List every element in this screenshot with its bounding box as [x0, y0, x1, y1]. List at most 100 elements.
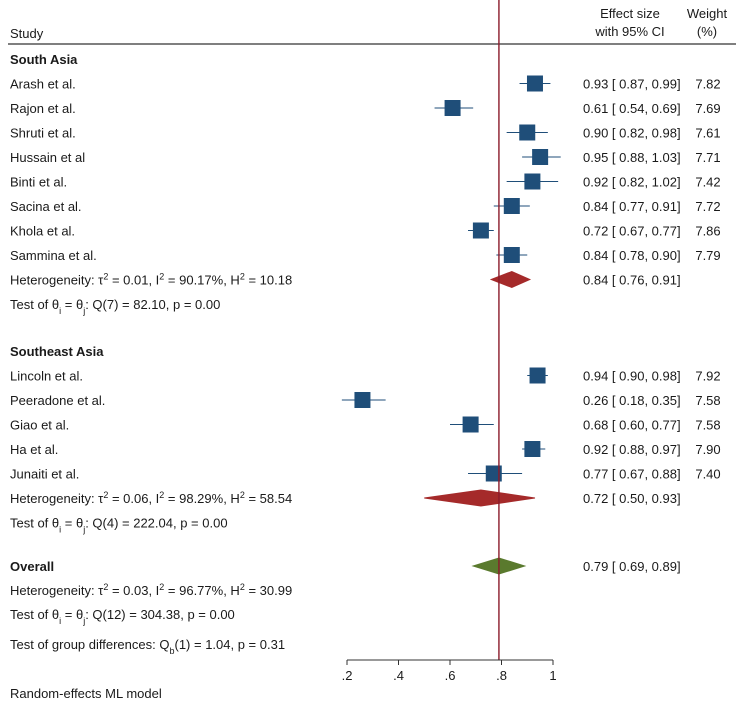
x-tick-label: .6: [445, 668, 456, 683]
homogeneity-test-0-part-1: i: [59, 306, 61, 316]
study-label: Binti et al.: [10, 175, 67, 190]
overall-homogeneity-test-part-0: Test of θ: [10, 607, 59, 622]
study-ci: 0.92 [ 0.82, 1.02]: [583, 175, 681, 190]
x-tick-label: .4: [393, 668, 404, 683]
study-label: Ha et al.: [10, 442, 58, 457]
group-title-0: South Asia: [10, 52, 78, 67]
study-ci: 0.26 [ 0.18, 0.35]: [583, 393, 681, 408]
heterogeneity-1-part-5: 2: [240, 490, 245, 500]
group-differences-test-part-1: b: [169, 646, 174, 656]
homogeneity-test-0-part-2: = θ: [61, 297, 83, 312]
overall-homogeneity-test-part-3: j: [82, 616, 85, 626]
effect-marker: [485, 465, 502, 482]
homogeneity-test-1-part-1: i: [59, 525, 61, 535]
effect-marker: [354, 392, 371, 408]
study-ci: 0.90 [ 0.82, 0.98]: [583, 126, 681, 141]
effect-marker: [444, 100, 461, 116]
heterogeneity-0-part-1: 2: [103, 272, 108, 282]
homogeneity-test-1-part-3: j: [82, 525, 85, 535]
study-label: Junaiti et al.: [10, 467, 79, 482]
study-label: Peeradone et al.: [10, 393, 105, 408]
heterogeneity-1-part-1: 2: [103, 490, 108, 500]
study-label: Sacina et al.: [10, 199, 82, 214]
effect-marker: [462, 416, 479, 433]
x-tick-label: .2: [342, 668, 353, 683]
effect-marker: [524, 173, 541, 190]
effect-marker: [524, 441, 541, 457]
overall-homogeneity-test: Test of θi = θj: Q(12) = 304.38, p = 0.0…: [10, 607, 235, 626]
overall-heterogeneity: Heterogeneity: τ2 = 0.03, I2 = 96.77%, H…: [10, 582, 292, 598]
study-weight: 7.42: [695, 175, 720, 190]
heterogeneity-1-part-0: Heterogeneity: τ: [10, 491, 104, 506]
heterogeneity-1: Heterogeneity: τ2 = 0.06, I2 = 98.29%, H…: [10, 490, 292, 506]
study-ci: 0.95 [ 0.88, 1.03]: [583, 150, 681, 165]
header-weight-unit: (%): [696, 24, 718, 39]
heterogeneity-0-part-6: = 10.18: [245, 273, 292, 288]
study-weight: 7.69: [695, 101, 720, 116]
study-label: Sammina et al.: [10, 248, 97, 263]
group-differences-test-part-0: Test of group differences: Q: [10, 637, 169, 652]
study-weight: 7.86: [695, 224, 720, 239]
header-study: Study: [10, 26, 44, 41]
study-label: Shruti et al.: [10, 126, 76, 141]
overall-heterogeneity-part-3: 2: [159, 582, 164, 592]
overall-homogeneity-test-part-1: i: [59, 616, 61, 626]
heterogeneity-1-part-4: = 98.29%, H: [164, 491, 240, 506]
pooled-ci-1: 0.72 [ 0.50, 0.93]: [583, 491, 681, 506]
header-weight: Weight: [686, 6, 728, 21]
homogeneity-test-0-part-3: j: [82, 306, 85, 316]
effect-marker: [503, 198, 520, 214]
header-effect-size: Effect size: [600, 6, 660, 21]
study-label: Arash et al.: [10, 77, 76, 92]
homogeneity-test-0: Test of θi = θj: Q(7) = 82.10, p = 0.00: [10, 297, 220, 316]
effect-marker: [529, 367, 546, 384]
study-ci: 0.93 [ 0.87, 0.99]: [583, 77, 681, 92]
overall-title: Overall: [10, 559, 54, 574]
overall-heterogeneity-part-5: 2: [240, 582, 245, 592]
group-title-1: Southeast Asia: [10, 344, 104, 359]
study-label: Khola et al.: [10, 224, 75, 239]
x-tick-label: .8: [496, 668, 507, 683]
study-label: Rajon et al.: [10, 101, 76, 116]
effect-marker: [472, 222, 489, 239]
effect-marker: [526, 75, 543, 92]
study-ci: 0.84 [ 0.78, 0.90]: [583, 248, 681, 263]
overall-homogeneity-test-part-2: = θ: [61, 607, 83, 622]
overall-ci: 0.79 [ 0.69, 0.89]: [583, 559, 681, 574]
effect-marker: [519, 124, 536, 141]
heterogeneity-1-part-2: = 0.06, I: [108, 491, 159, 506]
overall-heterogeneity-part-2: = 0.03, I: [108, 583, 159, 598]
overall-homogeneity-test-part-4: : Q(12) = 304.38, p = 0.00: [85, 607, 235, 622]
study-weight: 7.58: [695, 393, 720, 408]
study-weight: 7.72: [695, 199, 720, 214]
study-ci: 0.94 [ 0.90, 0.98]: [583, 369, 681, 384]
effect-marker: [503, 247, 520, 263]
study-weight: 7.92: [695, 369, 720, 384]
study-weight: 7.61: [695, 126, 720, 141]
pooled-diamond-0: [489, 270, 532, 289]
homogeneity-test-0-part-4: : Q(7) = 82.10, p = 0.00: [85, 297, 220, 312]
study-weight: 7.71: [695, 150, 720, 165]
heterogeneity-0-part-4: = 90.17%, H: [164, 273, 240, 288]
study-label: Giao et al.: [10, 418, 69, 433]
heterogeneity-0-part-2: = 0.01, I: [108, 273, 159, 288]
model-note: Random-effects ML model: [10, 686, 162, 701]
group-differences-test-part-2: (1) = 1.04, p = 0.31: [174, 637, 285, 652]
study-weight: 7.82: [695, 77, 720, 92]
header-ci: with 95% CI: [595, 24, 665, 39]
pooled-diamond-1: [424, 489, 536, 507]
study-label: Lincoln et al.: [10, 369, 83, 384]
heterogeneity-1-part-6: = 58.54: [245, 491, 292, 506]
study-ci: 0.61 [ 0.54, 0.69]: [583, 101, 681, 116]
study-ci: 0.68 [ 0.60, 0.77]: [583, 418, 681, 433]
overall-heterogeneity-part-1: 2: [103, 582, 108, 592]
heterogeneity-0: Heterogeneity: τ2 = 0.01, I2 = 90.17%, H…: [10, 272, 292, 288]
pooled-ci-0: 0.84 [ 0.76, 0.91]: [583, 273, 681, 288]
heterogeneity-1-part-3: 2: [159, 490, 164, 500]
overall-heterogeneity-part-4: = 96.77%, H: [164, 583, 240, 598]
heterogeneity-0-part-5: 2: [240, 272, 245, 282]
x-tick-label: 1: [549, 668, 556, 683]
homogeneity-test-1: Test of θi = θj: Q(4) = 222.04, p = 0.00: [10, 516, 228, 535]
heterogeneity-0-part-0: Heterogeneity: τ: [10, 273, 104, 288]
